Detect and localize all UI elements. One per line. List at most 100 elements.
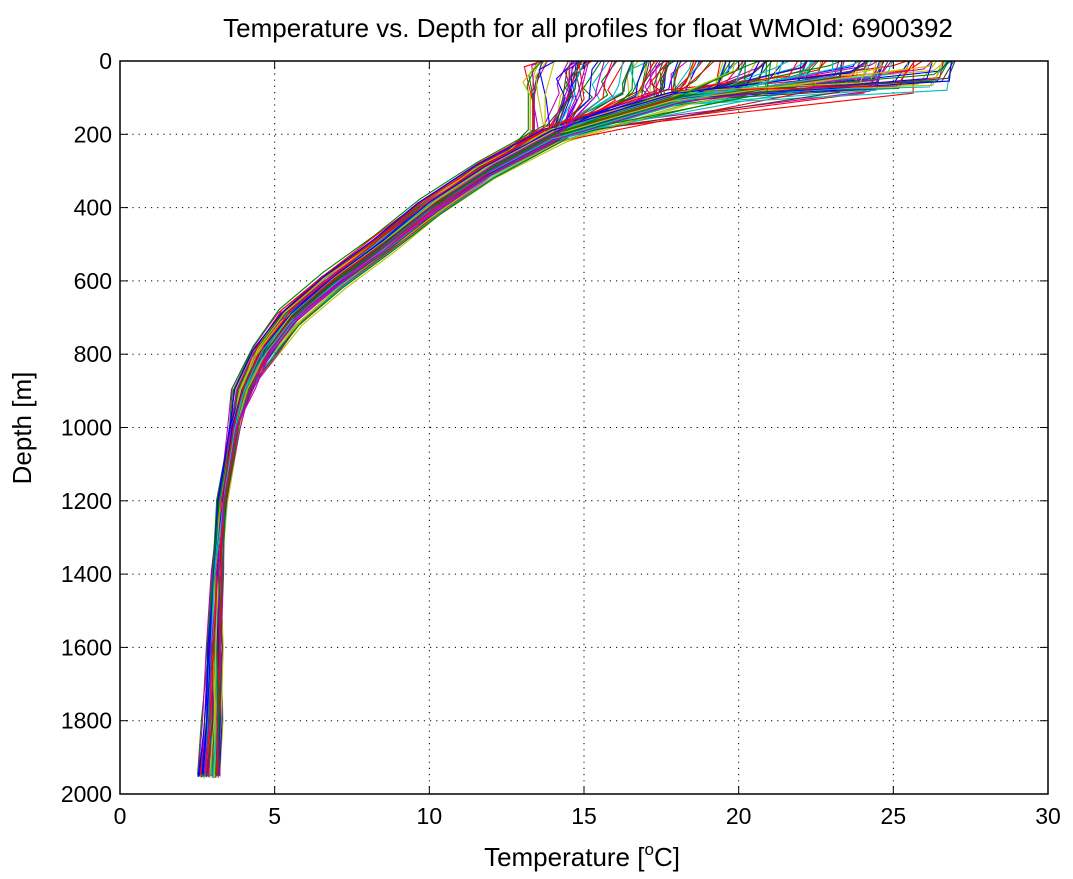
profile-line	[197, 60, 910, 777]
profile-line	[202, 60, 688, 777]
profile-line	[204, 60, 681, 777]
profile-line	[207, 60, 575, 776]
profile-line	[197, 60, 880, 775]
profile-line	[216, 60, 938, 776]
profile-line	[214, 60, 650, 778]
profile-line	[198, 60, 727, 777]
profile-line	[211, 60, 952, 778]
profile-line	[215, 60, 868, 776]
y-tick-label: 1000	[61, 415, 112, 441]
profile-line	[201, 60, 704, 775]
profile-line	[213, 60, 639, 776]
profile-line	[214, 60, 760, 775]
profile-line	[216, 60, 635, 774]
profile-line	[202, 60, 599, 777]
profile-line	[201, 60, 923, 775]
profile-line	[204, 60, 578, 777]
profile-line	[214, 60, 695, 778]
profile-line	[213, 60, 883, 779]
profile-line	[211, 60, 955, 774]
profile-line	[210, 60, 884, 776]
profile-line	[201, 60, 867, 775]
profile-line	[211, 60, 947, 775]
profile-line	[213, 60, 862, 777]
profile-line	[198, 60, 712, 775]
profile-line	[212, 60, 581, 776]
y-axis: 0 200 400 600 800 1000 1200 1400 1600 1800 2000	[61, 48, 1048, 807]
x-tick-label: 30	[1035, 803, 1061, 829]
profile-line	[207, 60, 715, 775]
profiles	[197, 60, 956, 779]
x-axis: 0 5 10 15 20 25 30	[114, 61, 1061, 829]
profile-line	[204, 60, 882, 776]
y-tick-label: 600	[74, 268, 112, 294]
y-tick-label: 1800	[61, 708, 112, 734]
profile-line	[209, 60, 870, 774]
profile-line	[207, 60, 633, 775]
profile-line	[210, 60, 594, 777]
profile-line	[210, 60, 626, 777]
x-tick-label: 20	[726, 803, 752, 829]
y-tick-label: 400	[74, 195, 112, 221]
profile-line	[204, 60, 870, 775]
profile-line	[210, 60, 834, 776]
profile-line	[213, 60, 648, 778]
profile-line	[203, 60, 884, 776]
y-tick-label: 2000	[61, 781, 112, 807]
profile-line	[210, 60, 602, 776]
profile-line	[212, 60, 884, 778]
profile-line	[215, 60, 889, 777]
profile-line	[208, 60, 845, 776]
profile-line	[203, 60, 659, 779]
profile-line	[217, 60, 908, 777]
x-tick-label: 0	[114, 803, 127, 829]
profile-line	[216, 60, 659, 776]
chart-title: Temperature vs. Depth for all profiles f…	[223, 13, 953, 43]
profile-line	[204, 60, 953, 776]
profile-line	[214, 60, 665, 775]
profile-line	[216, 60, 948, 775]
y-tick-label: 1200	[61, 488, 112, 514]
profile-line	[199, 60, 908, 775]
profile-line	[217, 60, 665, 776]
profile-line	[215, 60, 934, 777]
profile-line	[202, 60, 914, 776]
y-tick-label: 200	[74, 121, 112, 147]
profile-line	[206, 60, 582, 775]
y-tick-label: 0	[99, 48, 112, 74]
x-axis-label: Temperature [oC]	[484, 840, 680, 872]
profile-line	[212, 60, 934, 777]
profile-line	[204, 60, 844, 776]
profile-line	[214, 60, 610, 777]
profile-line	[207, 60, 885, 777]
profile-line	[218, 60, 860, 775]
profile-line	[216, 60, 588, 774]
grid	[120, 61, 1048, 794]
profile-line	[214, 60, 679, 774]
profile-line	[212, 60, 952, 776]
y-tick-label: 800	[74, 341, 112, 367]
profile-line	[209, 60, 702, 776]
profile-line	[208, 60, 944, 777]
profile-line	[206, 60, 661, 776]
profile-line	[218, 60, 590, 776]
profile-line	[205, 60, 648, 778]
profile-line	[203, 60, 668, 775]
profile-line	[217, 60, 933, 777]
profile-line	[204, 60, 842, 777]
profile-line	[214, 60, 672, 776]
profile-line	[202, 60, 624, 775]
profile-line	[201, 60, 592, 778]
profile-line	[201, 60, 666, 777]
profile-line	[205, 60, 916, 774]
profile-line	[216, 60, 571, 776]
profile-line	[205, 60, 884, 777]
y-tick-label: 1600	[61, 634, 112, 660]
profile-line	[209, 60, 647, 776]
profile-line	[215, 60, 950, 776]
profile-line	[205, 60, 698, 776]
profile-line	[212, 60, 585, 775]
profile-line	[207, 60, 701, 776]
profile-line	[215, 60, 824, 778]
